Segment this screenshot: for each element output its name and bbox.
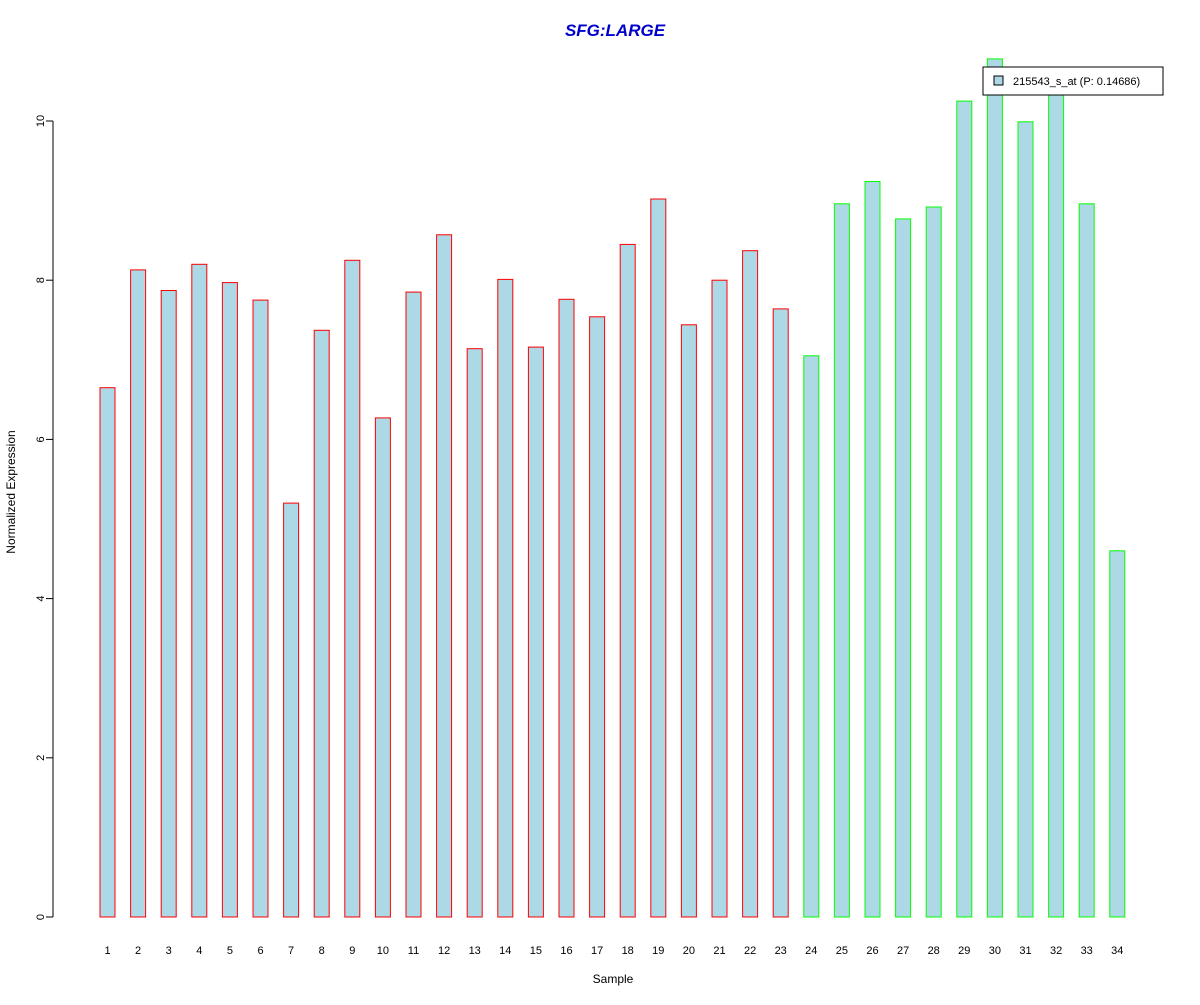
y-tick-label: 4 (35, 596, 47, 602)
bars-group (99, 58, 1126, 918)
bar-sample-24 (803, 355, 820, 918)
x-tick-label: 26 (866, 945, 878, 957)
y-tick-label: 8 (35, 277, 47, 283)
y-tick-label: 10 (35, 115, 47, 127)
bar-sample-2 (130, 269, 147, 918)
y-tick-label: 6 (35, 436, 47, 442)
bar-sample-16 (558, 298, 575, 918)
bar-sample-3 (160, 290, 177, 918)
x-tick-label: 25 (836, 945, 848, 957)
legend-swatch (993, 75, 1004, 86)
x-tick-label: 29 (958, 945, 970, 957)
x-tick-label: 10 (377, 945, 389, 957)
bar-sample-17 (589, 316, 606, 918)
bar-sample-34 (1109, 550, 1126, 918)
x-tick-label: 19 (652, 945, 664, 957)
bar-sample-20 (680, 324, 697, 918)
bar-sample-27 (895, 218, 912, 918)
x-tick-label: 23 (775, 945, 787, 957)
bar-sample-5 (221, 282, 238, 918)
bar-sample-9 (344, 259, 361, 918)
bar-sample-18 (619, 243, 636, 918)
x-tick-label: 28 (928, 945, 940, 957)
x-tick-label: 7 (288, 945, 294, 957)
bar-sample-10 (374, 417, 391, 918)
x-tick-labels: 1 2 3 4 5 6 7 8 9 10 11 12 13 14 15 16 17 18 19 20 21 22 23 24 2… (104, 945, 1123, 957)
x-tick-label: 6 (257, 945, 263, 957)
bar-sample-4 (191, 263, 208, 918)
x-tick-label: 22 (744, 945, 756, 957)
bar-sample-25 (833, 203, 850, 918)
x-tick-label: 2 (135, 945, 141, 957)
x-tick-label: 27 (897, 945, 909, 957)
x-tick-label: 30 (989, 945, 1001, 957)
bar-sample-33 (1078, 203, 1095, 918)
legend: 215543_s_at (P: 0.14686) (982, 66, 1164, 96)
bar-sample-14 (497, 278, 514, 918)
bar-sample-7 (283, 502, 300, 918)
bar-sample-6 (252, 299, 269, 918)
y-axis-title: Normalized Expression (4, 430, 18, 553)
bar-sample-11 (405, 291, 422, 918)
bar-sample-31 (1017, 121, 1034, 918)
x-tick-label: 14 (499, 945, 511, 957)
x-tick-label: 11 (408, 945, 419, 957)
x-tick-label: 34 (1111, 945, 1123, 957)
x-tick-label: 1 (104, 945, 110, 957)
bar-sample-29 (956, 100, 973, 918)
x-tick-label: 21 (713, 945, 725, 957)
x-tick-label: 32 (1050, 945, 1062, 957)
x-tick-label: 31 (1019, 945, 1031, 957)
x-tick-label: 33 (1081, 945, 1093, 957)
y-tick-label: 0 (35, 914, 47, 920)
bar-sample-12 (436, 234, 453, 918)
bar-sample-15 (527, 346, 544, 918)
bar-sample-22 (742, 250, 759, 918)
bar-sample-8 (313, 329, 330, 918)
x-tick-label: 20 (683, 945, 695, 957)
x-tick-label: 18 (622, 945, 634, 957)
bar-sample-1 (99, 387, 116, 918)
bar-sample-30 (986, 58, 1003, 918)
bar-sample-28 (925, 206, 942, 918)
x-tick-label: 15 (530, 945, 542, 957)
legend-box (982, 66, 1164, 96)
bar-sample-26 (864, 181, 881, 918)
bar-sample-21 (711, 279, 728, 918)
chart-title: SFG:LARGE (565, 21, 666, 40)
x-tick-label: 9 (349, 945, 355, 957)
x-tick-label: 13 (469, 945, 481, 957)
x-tick-label: 16 (560, 945, 572, 957)
x-tick-label: 5 (227, 945, 233, 957)
x-tick-label: 24 (805, 945, 817, 957)
x-tick-label: 17 (591, 945, 603, 957)
x-tick-label: 12 (438, 945, 450, 957)
y-tick-label: 2 (35, 755, 47, 761)
bar-sample-23 (772, 308, 789, 918)
bar-sample-19 (650, 198, 667, 918)
legend-label: 215543_s_at (P: 0.14686) (1013, 76, 1140, 88)
bar-sample-13 (466, 348, 483, 918)
x-tick-label: 4 (196, 945, 202, 957)
bar-sample-32 (1048, 91, 1065, 918)
x-tick-label: 3 (166, 945, 172, 957)
x-tick-label: 8 (319, 945, 325, 957)
x-axis-title: Sample (593, 972, 634, 986)
y-axis: 0 2 4 6 8 10 (35, 115, 54, 920)
